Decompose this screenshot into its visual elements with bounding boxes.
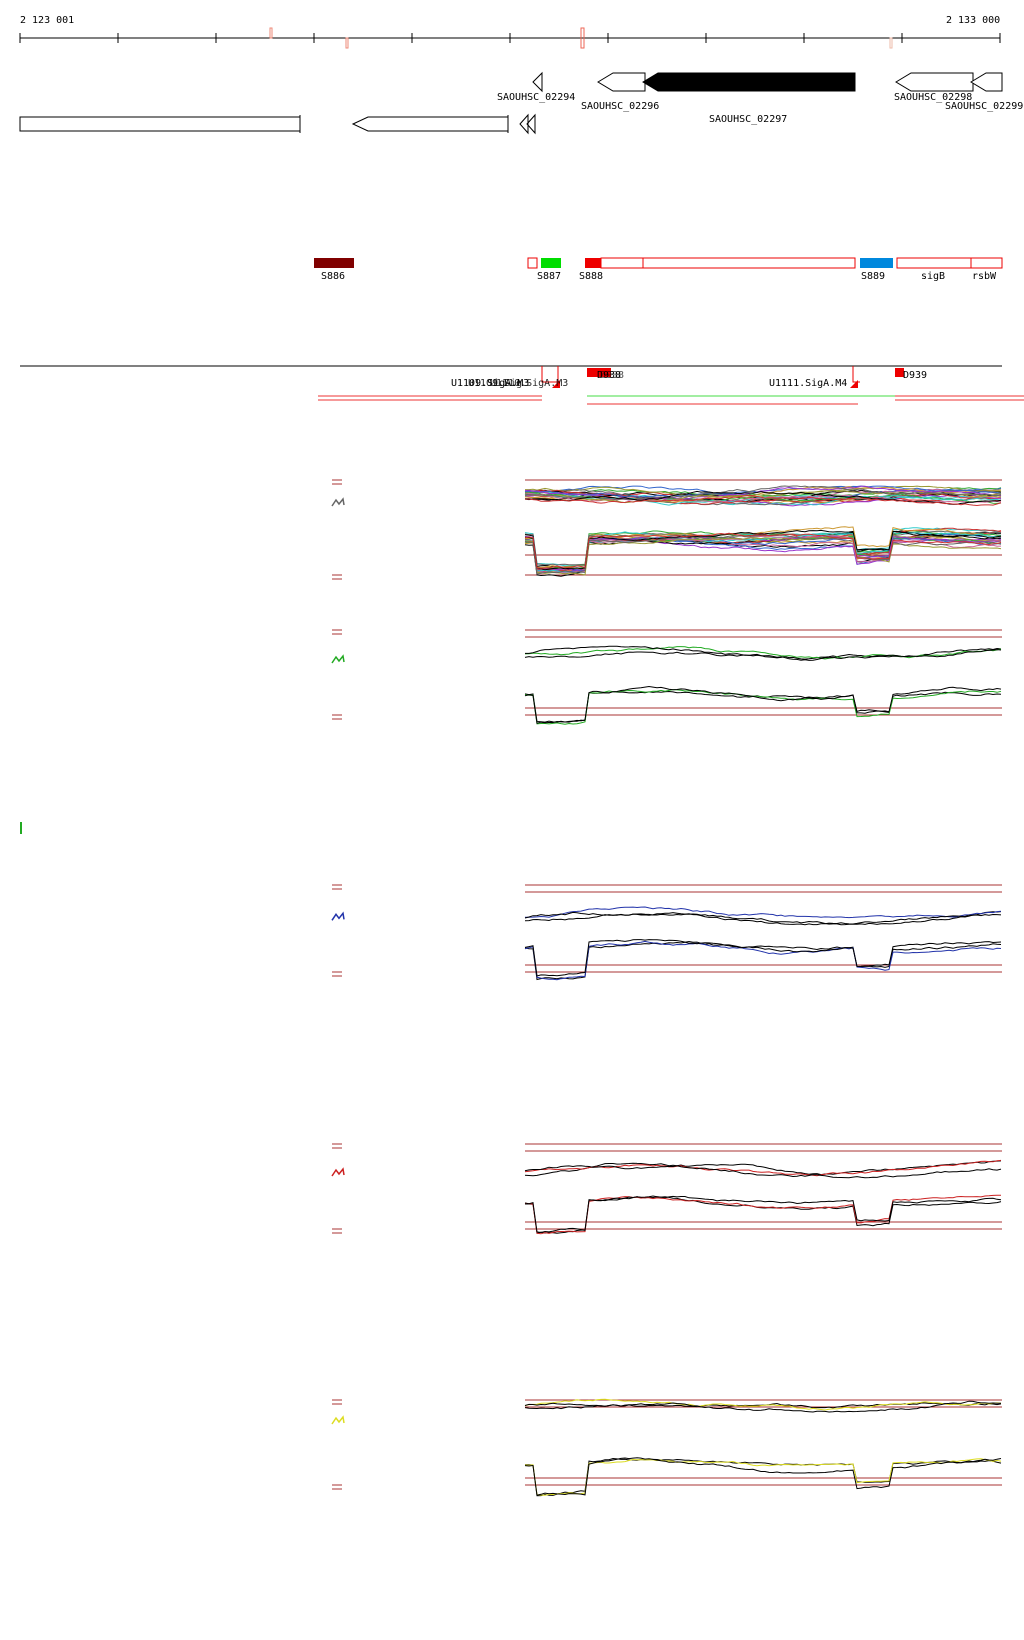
signal-line [524, 685, 1002, 724]
gene-arrow-SAOUHSC_02299[interactable] [970, 72, 1003, 92]
gene-box-left[interactable] [19, 116, 301, 132]
feature-track [314, 257, 1003, 269]
signal-line [524, 940, 1002, 981]
expression-track-multi [331, 479, 1002, 580]
signal-line [524, 1160, 1002, 1177]
ruler-marks [269, 27, 893, 49]
signal-line [524, 939, 1002, 977]
gene-arrow-SAOUHSC_02298[interactable] [895, 72, 974, 92]
gene-arrow-SAOUHSC_02297[interactable] [642, 72, 856, 92]
feature-label: S889 [861, 271, 885, 282]
gene-label: SAOUHSC_02297 [709, 114, 787, 125]
feature-rsbW[interactable] [970, 257, 1003, 269]
promoter-track [20, 365, 1024, 405]
promoter-labels: U1109.SigA.M3 U1109.Sig U1110.SigA.M3 D9… [451, 370, 927, 389]
feature-label: S888 [579, 271, 603, 282]
ruler-ticks [19, 33, 1001, 43]
signal-line [524, 911, 1002, 926]
promoter-label: U1109.SigA.M3 [451, 378, 529, 389]
promoter-label: D939 [903, 370, 927, 381]
gene-label: SAOUHSC_02296 [581, 101, 659, 112]
gene-label: SAOUHSC_02298 [894, 92, 972, 103]
expression-track-red [331, 1143, 1002, 1235]
signal-line [524, 1400, 1001, 1413]
gene-track [19, 71, 1003, 135]
promoter-bracket[interactable] [852, 366, 860, 383]
thumbnail-squiggle [331, 1415, 345, 1425]
feature-S886[interactable] [314, 258, 354, 268]
signal-line [524, 1165, 1002, 1179]
thumbnail-squiggle [331, 1167, 345, 1177]
thumbnail-squiggle [331, 654, 345, 664]
gene-labels: SAOUHSC_02294 SAOUHSC_02296 SAOUHSC_0229… [497, 92, 1023, 125]
signal-line [524, 494, 1002, 507]
expression-track-yellow [331, 1398, 1002, 1497]
signal-line [524, 1398, 1002, 1411]
feature-label: rsbW [972, 271, 997, 282]
promoter-D939[interactable] [895, 368, 904, 377]
ruler-end-label: 2 133 000 [946, 15, 1000, 26]
signal-line [524, 1159, 1002, 1177]
promoter-label: D938 [597, 370, 621, 381]
gene-label: SAOUHSC_02294 [497, 92, 575, 103]
gene-arrow-small[interactable] [519, 113, 536, 135]
promoter-label: U1110.SigA.M3 [490, 378, 568, 389]
feature-box[interactable] [600, 257, 644, 269]
gene-arrow-middle[interactable] [351, 116, 509, 132]
signal-line [524, 689, 1002, 725]
feature-label: sigB [921, 271, 945, 282]
marker-green [20, 822, 22, 834]
signal-line [524, 1195, 1002, 1234]
promoter-D938[interactable] [587, 368, 611, 377]
feature-box[interactable] [527, 257, 538, 269]
feature-box[interactable] [642, 257, 856, 269]
thumbnail-squiggle [331, 911, 345, 921]
feature-S887[interactable] [541, 258, 561, 268]
signal-line [524, 489, 1002, 504]
signal-line [524, 489, 1002, 505]
signal-line [524, 532, 1002, 569]
promoter-arrow[interactable] [552, 380, 560, 388]
ruler-start-label: 2 123 001 [20, 15, 74, 26]
gene-arrow-SAOUHSC_02294[interactable] [532, 71, 543, 93]
coordinate-ruler: 2 123 001 2 133 000 [19, 15, 1001, 49]
signal-line [525, 645, 1002, 661]
signal-line [524, 1457, 1002, 1496]
feature-label: S886 [321, 271, 345, 282]
signal-line [524, 529, 1002, 571]
gene-arrow-SAOUHSC_02296[interactable] [597, 72, 646, 92]
thumbnail-squiggle [331, 497, 345, 507]
signal-line [524, 1457, 1002, 1497]
signal-line [524, 490, 1002, 505]
promoter-label: D938 [600, 370, 624, 381]
gene-label: SAOUHSC_02299 [945, 101, 1023, 112]
signal-line [524, 1458, 1002, 1496]
feature-sigB[interactable] [896, 257, 972, 269]
feature-label: S887 [537, 271, 561, 282]
promoter-arrow[interactable] [850, 380, 858, 388]
signal-line [525, 1196, 1002, 1234]
signal-line [524, 906, 1002, 919]
signal-line [524, 536, 1002, 576]
promoter-label: U1111.SigA.M4 [769, 378, 847, 389]
promoter-label: U1109.Sig [468, 378, 522, 389]
signal-line [525, 485, 1002, 499]
expression-track-green [331, 629, 1002, 725]
signal-line [524, 646, 1002, 660]
feature-labels: S886 S887 S888 S889 sigB rsbW [321, 271, 997, 282]
signal-line [524, 1194, 1002, 1235]
feature-S889[interactable] [860, 258, 893, 268]
promoter-bracket[interactable] [541, 366, 559, 383]
feature-S888[interactable] [585, 258, 601, 268]
signal-line [524, 535, 1002, 571]
expression-track-blue [331, 884, 1002, 981]
signal-line [524, 940, 1002, 981]
signal-line [524, 485, 1002, 501]
